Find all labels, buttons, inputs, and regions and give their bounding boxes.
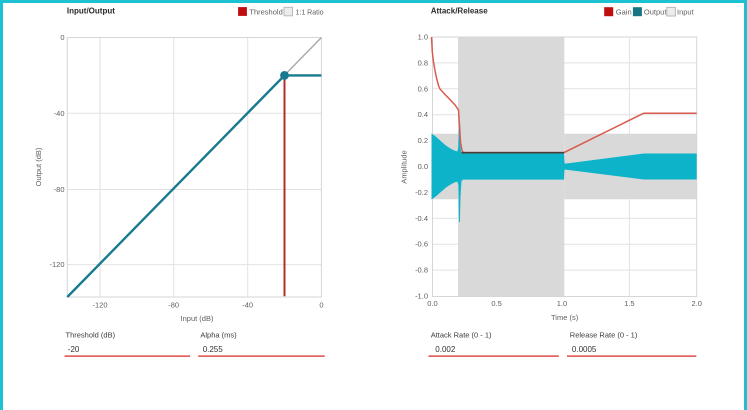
svg-text:0: 0 — [60, 33, 64, 42]
svg-text:-40: -40 — [242, 301, 253, 310]
svg-text:0.4: 0.4 — [418, 110, 428, 119]
svg-text:Time (s): Time (s) — [551, 313, 579, 322]
svg-text:-0.2: -0.2 — [415, 188, 428, 197]
svg-text:Attack Rate (0 - 1): Attack Rate (0 - 1) — [431, 330, 492, 339]
svg-text:Threshold: Threshold — [249, 7, 282, 16]
svg-text:Input (dB): Input (dB) — [181, 314, 214, 323]
svg-text:1.0: 1.0 — [557, 299, 567, 308]
svg-text:Input/Output: Input/Output — [67, 7, 115, 16]
svg-text:Output (dB): Output (dB) — [34, 147, 43, 186]
svg-text:Alpha (ms): Alpha (ms) — [200, 330, 237, 339]
svg-text:-0.6: -0.6 — [415, 240, 428, 249]
svg-text:2.0: 2.0 — [691, 299, 701, 308]
svg-text:0: 0 — [319, 301, 323, 310]
svg-text:-0.8: -0.8 — [415, 266, 428, 275]
svg-text:0.6: 0.6 — [418, 84, 428, 93]
svg-text:-120: -120 — [92, 301, 107, 310]
svg-text:0.0: 0.0 — [418, 162, 428, 171]
svg-text:-40: -40 — [54, 109, 65, 118]
svg-text:0.5: 0.5 — [491, 299, 501, 308]
svg-text:Attack/Release: Attack/Release — [431, 7, 488, 16]
svg-text:-20: -20 — [68, 345, 80, 354]
svg-text:0.0005: 0.0005 — [572, 345, 597, 354]
svg-text:-80: -80 — [168, 301, 179, 310]
svg-text:-120: -120 — [49, 260, 64, 269]
svg-text:Input: Input — [677, 7, 695, 16]
svg-text:0.002: 0.002 — [435, 345, 456, 354]
svg-text:1.0: 1.0 — [418, 33, 428, 42]
svg-text:-80: -80 — [54, 185, 65, 194]
svg-text:-0.4: -0.4 — [415, 214, 428, 223]
svg-text:0.8: 0.8 — [418, 58, 428, 67]
svg-text:1:1 Ratio: 1:1 Ratio — [296, 9, 324, 16]
svg-text:0.255: 0.255 — [203, 345, 224, 354]
svg-text:Threshold (dB): Threshold (dB) — [66, 330, 116, 339]
svg-text:0.2: 0.2 — [418, 136, 428, 145]
svg-text:1.5: 1.5 — [624, 299, 634, 308]
svg-text:Amplitude: Amplitude — [400, 150, 409, 183]
svg-text:0.0: 0.0 — [427, 299, 437, 308]
svg-text:Output: Output — [644, 7, 667, 16]
svg-text:-1.0: -1.0 — [415, 292, 428, 301]
svg-text:Gain: Gain — [616, 7, 632, 16]
svg-text:Release Rate (0 - 1): Release Rate (0 - 1) — [570, 330, 638, 339]
